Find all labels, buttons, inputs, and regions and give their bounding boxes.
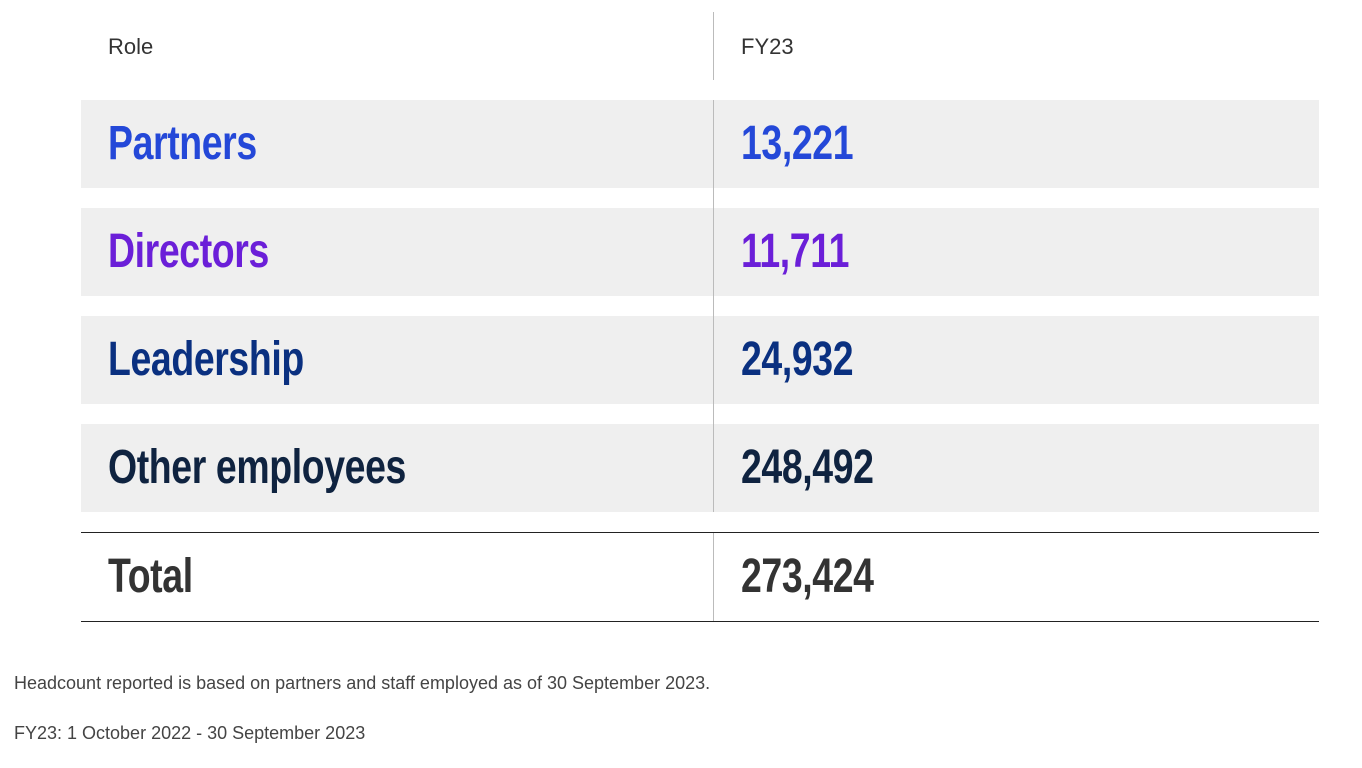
total-value: 273,424 — [741, 550, 874, 603]
value-cell: 13,221 — [741, 117, 854, 170]
role-cell: Partners — [108, 117, 257, 170]
table-row: Leadership 24,932 — [81, 316, 1319, 404]
header-role: Role — [108, 34, 154, 59]
role-cell: Directors — [108, 225, 269, 278]
column-divider — [713, 533, 714, 621]
column-divider — [713, 12, 714, 80]
value-cell: 24,932 — [741, 333, 854, 386]
footnote-headcount: Headcount reported is based on partners … — [14, 673, 711, 693]
total-row: Total 273,424 — [81, 532, 1319, 622]
table-header: Role FY23 — [81, 12, 1319, 80]
table-row: Partners 13,221 — [81, 100, 1319, 188]
value-cell: 11,711 — [741, 225, 850, 278]
footnote-period: FY23: 1 October 2022 - 30 September 2023 — [14, 723, 366, 743]
role-cell: Leadership — [108, 333, 304, 386]
table-row: Directors 11,711 — [81, 208, 1319, 296]
table-row: Other employees 248,492 — [81, 424, 1319, 512]
value-cell: 248,492 — [741, 441, 874, 494]
total-label: Total — [108, 550, 193, 603]
header-fy23: FY23 — [741, 34, 794, 59]
column-divider — [713, 100, 714, 512]
role-cell: Other employees — [108, 441, 406, 494]
